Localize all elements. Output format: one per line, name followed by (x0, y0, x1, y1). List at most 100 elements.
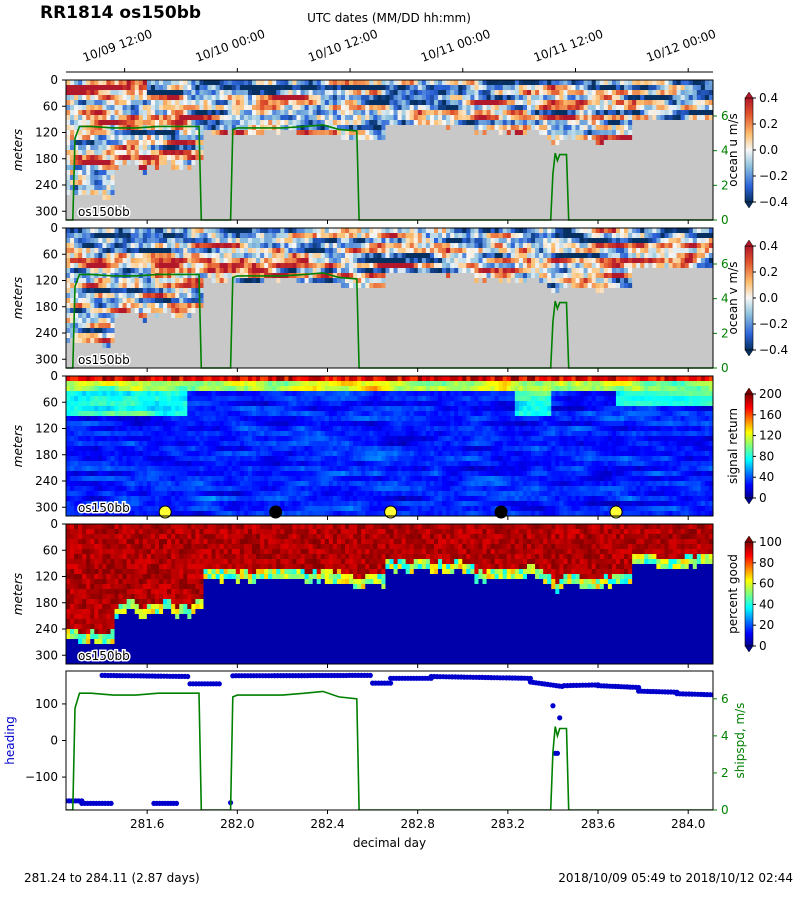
heat-cell (78, 278, 83, 284)
heat-cell (66, 313, 71, 319)
heat-cell (146, 120, 152, 126)
heat-cell (385, 125, 391, 131)
heat-cell (474, 160, 480, 166)
heat-cell (304, 135, 310, 141)
heat-cell (349, 135, 354, 141)
heat-cell (304, 200, 310, 206)
heat-cell (122, 145, 128, 151)
heat-cell (652, 85, 657, 91)
heat-cell (118, 155, 124, 161)
heat-cell (114, 293, 120, 299)
heat-cell (543, 80, 548, 86)
heat-cell (587, 180, 593, 186)
heat-cell (288, 205, 294, 211)
heat-cell (122, 318, 128, 324)
heat-cell (235, 210, 241, 216)
heat-cell (632, 120, 637, 126)
heat-cell (413, 210, 419, 216)
heat-cell (296, 150, 302, 156)
heat-cell (397, 180, 403, 186)
heat-cell (179, 210, 184, 216)
heat-cell (227, 185, 233, 191)
heat-cell (276, 165, 281, 171)
heat-cell (421, 210, 427, 216)
heat-cell (106, 268, 112, 274)
heat-cell (494, 100, 500, 106)
heat-cell (211, 185, 217, 191)
heat-cell (203, 195, 209, 201)
heat-cell (680, 120, 686, 126)
heat-cell (70, 195, 75, 201)
heat-cell (389, 95, 395, 101)
heat-cell (474, 115, 480, 121)
heat-cell (231, 200, 237, 206)
heat-cell (648, 200, 653, 206)
heat-cell (239, 110, 245, 116)
heat-cell (708, 190, 713, 196)
heat-cell (393, 215, 399, 220)
heat-cell (579, 145, 585, 151)
heat-cell (482, 205, 488, 211)
heat-cell (340, 185, 346, 191)
heat-cell (559, 110, 564, 116)
heat-cell (66, 343, 71, 349)
heat-cell (401, 145, 407, 151)
heat-cell (106, 258, 112, 264)
heat-cell (134, 100, 140, 106)
heat-cell (134, 90, 140, 96)
heat-cell (599, 95, 605, 101)
heat-cell (672, 200, 678, 206)
heat-cell (159, 90, 164, 96)
heat-cell (300, 190, 306, 196)
heat-cell (421, 150, 427, 156)
heat-cell (660, 140, 666, 146)
heat-cell (381, 160, 387, 166)
heat-cell (490, 180, 496, 186)
heat-cell (462, 90, 467, 96)
heat-cell (494, 85, 500, 91)
heat-cell (304, 140, 310, 146)
heat-cell (599, 190, 605, 196)
heat-cell (231, 210, 237, 216)
heat-cell (296, 135, 302, 141)
heat-cell (349, 190, 354, 196)
heat-cell (535, 170, 540, 176)
heat-cell (668, 115, 674, 121)
heat-cell (421, 110, 427, 116)
heat-cell (332, 135, 338, 141)
heat-cell (425, 210, 431, 216)
heat-cell (300, 125, 306, 131)
heat-cell (247, 85, 253, 91)
heat-cell (353, 145, 358, 151)
heat-cell (320, 155, 326, 161)
heat-cell (393, 145, 399, 151)
heat-cell (70, 343, 75, 349)
heat-cell (324, 130, 330, 136)
heat-cell (587, 170, 593, 176)
heat-cell (316, 205, 322, 211)
heat-cell (543, 165, 548, 171)
heat-cell (252, 210, 257, 216)
heat-cell (409, 185, 415, 191)
heat-cell (102, 80, 108, 86)
heat-cell (252, 150, 257, 156)
heat-cell (191, 125, 196, 131)
heat-cell (349, 180, 354, 186)
heat-cell (247, 100, 253, 106)
heat-cell (704, 170, 710, 176)
heat-cell (268, 85, 273, 91)
heat-cell (324, 215, 330, 220)
heat-cell (466, 185, 471, 191)
heat-cell (231, 165, 237, 171)
heat-cell (332, 120, 338, 126)
heat-cell (619, 130, 625, 136)
heat-cell (526, 195, 532, 201)
heat-cell (636, 90, 641, 96)
heat-cell (126, 278, 132, 284)
heat-cell (486, 180, 492, 186)
heat-cell (175, 165, 180, 171)
heat-cell (700, 185, 706, 191)
heat-cell (94, 328, 99, 334)
heat-cell (575, 110, 581, 116)
heat-cell (357, 150, 362, 156)
